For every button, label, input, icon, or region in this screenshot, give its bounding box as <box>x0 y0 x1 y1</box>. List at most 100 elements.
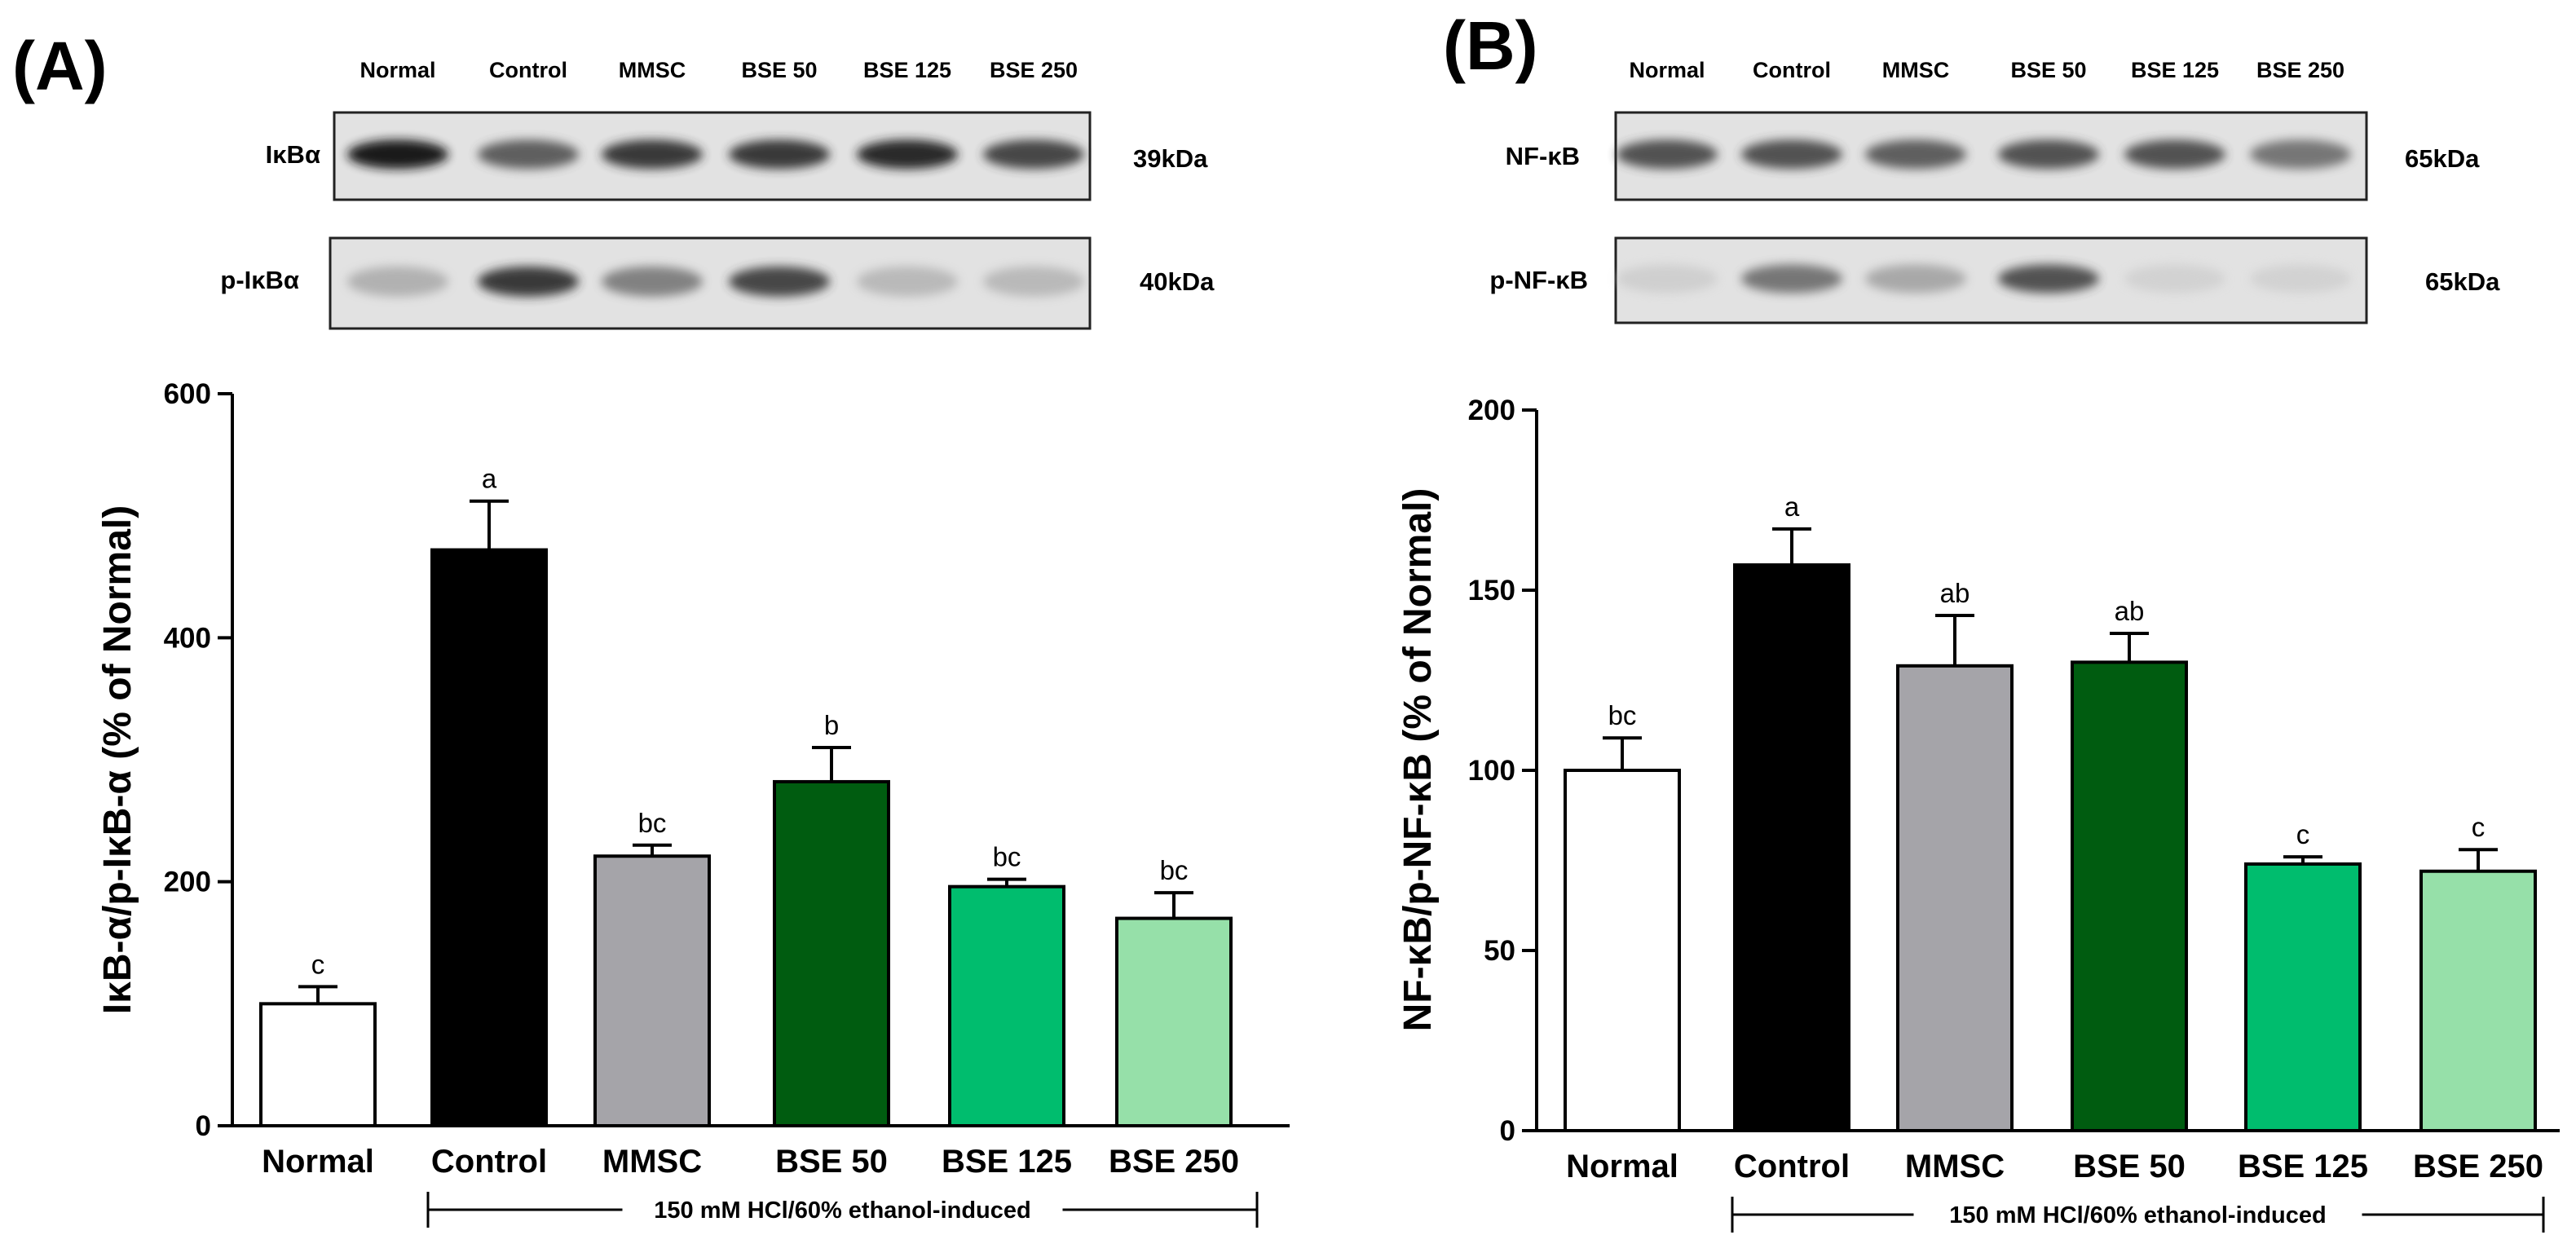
y-axis-label: NF-κB/p-NF-κB (% of Normal) <box>1396 488 1440 1032</box>
bar <box>1733 563 1850 1132</box>
blot-row-label: IκBα <box>266 140 320 169</box>
panel-a: (A) Normal Control MMSC BSE 50 BSE 125 BSE 250… <box>12 28 1290 1228</box>
blot-kda-label: 40kDa <box>1140 267 1215 296</box>
y-tick-label: 200 <box>164 867 211 898</box>
blot-lane-label: MMSC <box>619 58 686 82</box>
blot-strip <box>1614 236 2368 324</box>
significance-letter: ab <box>1940 578 1970 608</box>
blot-row-label: p-NF-κB <box>1489 266 1588 294</box>
blot-strip <box>1614 111 2368 201</box>
blot-lane-label: BSE 50 <box>2010 58 2086 82</box>
bar-chart: 0 50 100 150 200 NF-κB/p-NF-κB (% of Normal) b… <box>1396 395 2560 1233</box>
blot-band <box>1865 139 1966 170</box>
significance-letter: a <box>1784 492 1800 522</box>
blot-lane-label: BSE 50 <box>741 58 817 82</box>
y-tick-label: 400 <box>164 622 211 654</box>
blot-lane-label: Normal <box>359 58 435 82</box>
blot-frame <box>1614 111 2368 201</box>
bar <box>259 1002 377 1128</box>
blot-lane-label: BSE 125 <box>863 58 951 82</box>
blot-band <box>1617 139 1718 170</box>
bar <box>2244 862 2362 1133</box>
blot-lane-label: MMSC <box>1882 58 1950 82</box>
x-category-label: MMSC <box>602 1144 702 1180</box>
x-category-label: Control <box>431 1144 547 1180</box>
blot-band <box>1741 264 1842 293</box>
blot-band <box>1998 264 2099 293</box>
blot-band <box>1617 264 1718 293</box>
treatment-bracket: 150 mM HCl/60% ethanol-induced <box>426 1192 1259 1228</box>
treatment-bracket: 150 mM HCl/60% ethanol-induced <box>1731 1197 2545 1233</box>
blot-strip <box>333 111 1092 201</box>
bar <box>773 779 890 1127</box>
significance-letter: c <box>311 949 325 979</box>
blot-band <box>1998 139 2099 170</box>
blot-band <box>602 139 703 170</box>
bar <box>430 548 548 1127</box>
blot-kda-label: 65kDa <box>2405 144 2480 173</box>
bar <box>1564 769 1681 1132</box>
blot-band <box>1865 264 1966 293</box>
bar <box>593 854 711 1128</box>
x-category-label: BSE 250 <box>1109 1144 1239 1180</box>
bracket-label: 150 mM HCl/60% ethanol-induced <box>654 1197 1031 1224</box>
blot-band <box>729 139 830 170</box>
bar-chart: 0 200 400 600 IκB-α/p-IκB-α (% of Normal) c No… <box>96 378 1290 1228</box>
blot-band <box>857 266 958 297</box>
significance-letter: ab <box>2115 596 2145 626</box>
y-tick-label: 200 <box>1468 395 1515 426</box>
y-tick-label: 50 <box>1484 935 1515 967</box>
blot-lane-label: BSE 250 <box>2256 58 2344 82</box>
blot-band <box>729 266 830 297</box>
blot-kda-label: 65kDa <box>2425 267 2500 296</box>
blot-lane-label: BSE 125 <box>2131 58 2219 82</box>
blot-strip <box>329 236 1092 330</box>
blot-band <box>347 266 448 297</box>
blot-band <box>2250 264 2351 293</box>
bar <box>948 884 1065 1127</box>
blot-row-label: p-IκBα <box>220 266 299 294</box>
panel-label: (B) <box>1443 7 1538 84</box>
x-category-label: BSE 125 <box>2238 1149 2368 1184</box>
x-category-label: Control <box>1734 1149 1850 1184</box>
blot-lane-label: Control <box>1753 58 1831 82</box>
blot-band <box>602 266 703 297</box>
blot-band <box>983 266 1084 297</box>
blot-kda-label: 39kDa <box>1133 144 1208 173</box>
bracket-label: 150 mM HCl/60% ethanol-induced <box>1949 1202 2327 1228</box>
y-tick-label: 600 <box>164 378 211 410</box>
x-category-label: BSE 125 <box>942 1144 1072 1180</box>
x-category-label: BSE 250 <box>2413 1149 2543 1184</box>
significance-letter: bc <box>638 808 667 838</box>
significance-letter: bc <box>993 842 1021 872</box>
blot-row-label: NF-κB <box>1506 142 1580 170</box>
blot-lane-label: Normal <box>1629 58 1705 82</box>
blot-band <box>478 139 579 170</box>
blot-lane-label: BSE 250 <box>990 58 1078 82</box>
blot-band <box>347 139 448 170</box>
blot-band <box>1741 139 1842 170</box>
x-category-label: Normal <box>262 1144 374 1180</box>
blot-band <box>2124 139 2225 170</box>
panel-label: (A) <box>12 28 108 104</box>
blot-band <box>2124 264 2225 293</box>
y-tick-label: 0 <box>1500 1115 1515 1147</box>
y-tick-label: 0 <box>196 1110 211 1142</box>
x-category-label: BSE 50 <box>775 1144 888 1180</box>
significance-letter: b <box>824 710 839 740</box>
significance-letter: c <box>2296 819 2310 849</box>
y-tick-label: 150 <box>1468 575 1515 606</box>
significance-letter: a <box>482 464 497 494</box>
x-category-label: Normal <box>1566 1149 1678 1184</box>
blot-frame <box>333 111 1092 201</box>
bar <box>1115 916 1233 1127</box>
x-category-label: BSE 50 <box>2073 1149 2186 1184</box>
significance-letter: bc <box>1608 700 1637 730</box>
panel-b: (B) Normal Control MMSC BSE 50 BSE 125 BSE 250… <box>1396 7 2560 1233</box>
blot-frame <box>329 236 1092 330</box>
significance-letter: bc <box>1160 855 1189 885</box>
blot-band <box>2250 139 2351 170</box>
bar <box>2419 869 2537 1132</box>
blot-band <box>983 139 1084 170</box>
